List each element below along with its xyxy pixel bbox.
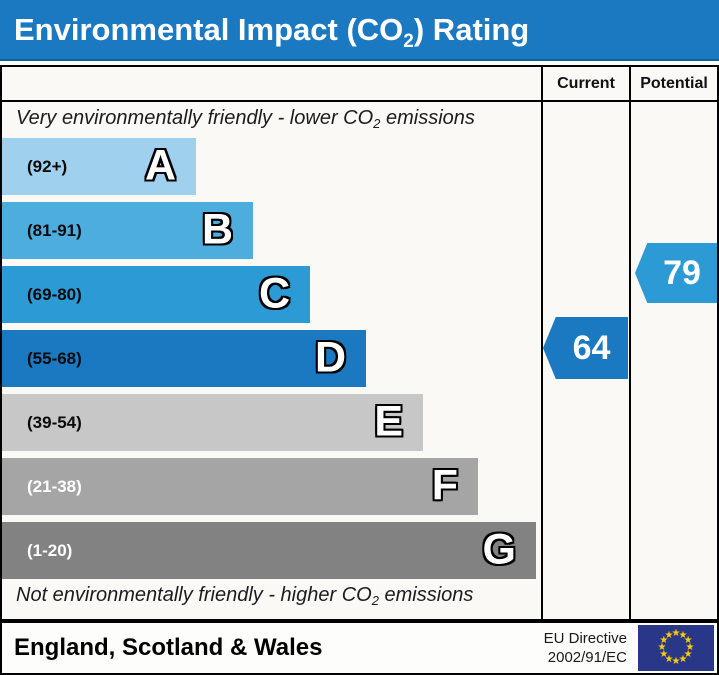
potential-column-header: Potential bbox=[640, 75, 708, 92]
band-c-range-label: (69-80) bbox=[27, 284, 82, 304]
top-note-suffix: emissions bbox=[380, 107, 475, 129]
band-g-letter: G bbox=[482, 525, 516, 574]
eu-flag-star-icon: ★ bbox=[664, 629, 674, 641]
current-rating-arrow: 64 bbox=[543, 317, 628, 379]
band-b-letter: B bbox=[201, 205, 233, 254]
footer: England, Scotland & Wales EU Directive 2… bbox=[0, 621, 719, 675]
band-e: (39-54) E bbox=[2, 394, 423, 451]
rating-chart-box: Current Potential Very environmentally f… bbox=[0, 65, 719, 621]
band-b-range-label: (81-91) bbox=[27, 220, 82, 240]
band-d-range-label: (55-68) bbox=[27, 348, 82, 368]
top-note: Very environmentally friendly - lower CO… bbox=[16, 107, 475, 131]
eu-flag-star-icon: ★ bbox=[659, 649, 669, 660]
band-a-range-label: (92+) bbox=[27, 156, 68, 176]
band-c-letter: C bbox=[258, 269, 290, 318]
bottom-note-co2-subscript: 2 bbox=[371, 593, 379, 608]
top-note-prefix: Very environmentally friendly - lower CO bbox=[16, 107, 374, 129]
band-c: (69-80) C bbox=[2, 266, 310, 323]
title-text-suffix: ) Rating bbox=[413, 12, 530, 47]
band-d-letter: D bbox=[314, 333, 346, 382]
title-text-prefix: Environmental Impact (CO bbox=[14, 12, 404, 47]
band-c-bar: (69-80) C bbox=[2, 266, 310, 323]
page-title: Environmental Impact (CO2) Rating bbox=[0, 0, 719, 61]
eu-flag-star-icon: ★ bbox=[664, 654, 674, 666]
eu-flag-icon: ★ ★ ★ ★ ★ ★ ★ ★ ★ ★ ★ ★ bbox=[638, 625, 714, 671]
potential-rating-arrow: 79 bbox=[635, 243, 717, 303]
band-e-letter: E bbox=[374, 397, 403, 446]
eu-flag-star-icon: ★ bbox=[683, 649, 693, 660]
eu-flag-star-icon: ★ bbox=[683, 635, 693, 646]
region-label: England, Scotland & Wales bbox=[14, 634, 323, 661]
eu-flag-star-icon: ★ bbox=[671, 656, 681, 667]
potential-column-divider bbox=[629, 67, 631, 619]
band-f: (21-38) F bbox=[2, 458, 478, 515]
band-f-letter: F bbox=[431, 461, 458, 510]
band-e-bar: (39-54) E bbox=[2, 394, 423, 451]
band-b: (81-91) B bbox=[2, 202, 253, 259]
eu-flag-star-icon: ★ bbox=[685, 642, 695, 653]
band-e-range-label: (39-54) bbox=[27, 412, 82, 432]
top-note-co2-subscript: 2 bbox=[373, 116, 381, 131]
eu-flag-star-icon: ★ bbox=[678, 629, 688, 641]
band-d-bar: (55-68) D bbox=[2, 330, 366, 387]
band-b-bar: (81-91) B bbox=[2, 202, 253, 259]
eu-directive-label: EU Directive 2002/91/EC bbox=[544, 623, 627, 673]
eu-flag-star-icon: ★ bbox=[671, 628, 681, 639]
current-column-header: Current bbox=[557, 75, 615, 92]
bottom-note: Not environmentally friendly - higher CO… bbox=[16, 584, 474, 608]
band-f-bar: (21-38) F bbox=[2, 458, 478, 515]
band-f-range-label: (21-38) bbox=[27, 476, 82, 496]
potential-rating-value: 79 bbox=[663, 253, 701, 292]
header-separator-line bbox=[2, 100, 717, 102]
eu-flag-star-icon: ★ bbox=[657, 642, 667, 653]
eu-directive-line1: EU Directive bbox=[543, 630, 627, 647]
band-a: (92+) A bbox=[2, 138, 196, 195]
band-d: (55-68) D bbox=[2, 330, 366, 387]
eu-flag-star-icon: ★ bbox=[659, 635, 669, 646]
title-co2-subscript: 2 bbox=[403, 31, 414, 52]
eu-directive-line2: 2002/91/EC bbox=[547, 649, 627, 666]
band-g: (1-20) G bbox=[2, 522, 536, 579]
current-column-divider bbox=[541, 67, 543, 619]
current-rating-value: 64 bbox=[572, 328, 611, 367]
bottom-note-suffix: emissions bbox=[378, 584, 474, 606]
band-a-letter: A bbox=[144, 141, 176, 190]
bottom-note-prefix: Not environmentally friendly - higher CO bbox=[16, 584, 372, 606]
band-g-range-label: (1-20) bbox=[27, 540, 73, 560]
eu-flag-star-icon: ★ bbox=[678, 654, 688, 666]
band-a-bar: (92+) A bbox=[2, 138, 196, 195]
band-g-bar: (1-20) G bbox=[2, 522, 536, 579]
